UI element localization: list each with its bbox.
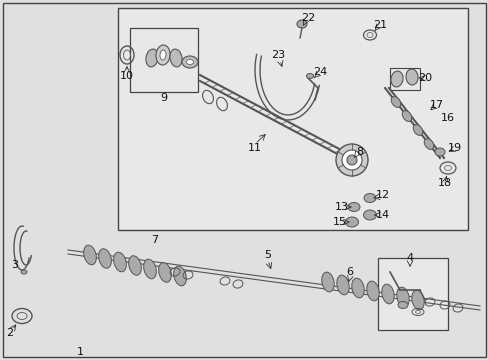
Ellipse shape: [173, 266, 186, 286]
Ellipse shape: [347, 202, 359, 211]
Text: 6: 6: [346, 267, 353, 277]
Ellipse shape: [405, 69, 417, 85]
Ellipse shape: [397, 302, 407, 309]
Ellipse shape: [336, 275, 348, 295]
Ellipse shape: [390, 71, 402, 87]
Ellipse shape: [396, 287, 408, 307]
Text: 15: 15: [332, 217, 346, 227]
Ellipse shape: [21, 270, 27, 274]
Ellipse shape: [381, 284, 393, 304]
Text: 24: 24: [312, 67, 326, 77]
Ellipse shape: [113, 252, 126, 272]
Ellipse shape: [306, 73, 313, 78]
Text: 23: 23: [270, 50, 285, 60]
Text: 22: 22: [300, 13, 314, 23]
Ellipse shape: [341, 150, 361, 170]
Text: 1: 1: [76, 347, 83, 357]
Ellipse shape: [411, 290, 424, 310]
Ellipse shape: [424, 139, 433, 149]
Text: 8: 8: [356, 147, 363, 157]
Ellipse shape: [160, 50, 166, 60]
Text: 21: 21: [372, 20, 386, 30]
Text: 10: 10: [120, 71, 134, 81]
Ellipse shape: [321, 272, 333, 292]
Ellipse shape: [363, 194, 375, 202]
Ellipse shape: [143, 259, 156, 279]
Ellipse shape: [128, 256, 141, 275]
Text: 9: 9: [160, 93, 167, 103]
Text: 12: 12: [375, 190, 389, 200]
Ellipse shape: [363, 210, 376, 220]
Ellipse shape: [145, 49, 158, 67]
Ellipse shape: [351, 278, 364, 298]
Text: 3: 3: [12, 260, 19, 270]
Ellipse shape: [412, 125, 422, 135]
Ellipse shape: [169, 49, 182, 67]
Text: 14: 14: [375, 210, 389, 220]
Ellipse shape: [158, 263, 171, 282]
Text: 19: 19: [447, 143, 461, 153]
Text: 4: 4: [406, 253, 413, 263]
Ellipse shape: [99, 249, 111, 268]
Bar: [118, 8, 467, 230]
Ellipse shape: [345, 217, 358, 227]
Ellipse shape: [186, 59, 193, 64]
Ellipse shape: [156, 45, 170, 65]
Bar: [130, 28, 198, 92]
Text: 20: 20: [417, 73, 431, 83]
Ellipse shape: [366, 281, 379, 301]
Text: 5: 5: [264, 250, 271, 260]
Text: 11: 11: [247, 143, 262, 153]
Text: 18: 18: [437, 178, 451, 188]
Text: 16: 16: [440, 113, 454, 123]
Ellipse shape: [182, 56, 198, 68]
Ellipse shape: [390, 96, 400, 107]
Text: 2: 2: [6, 328, 14, 338]
Bar: [389, 68, 419, 90]
Ellipse shape: [402, 111, 411, 121]
Ellipse shape: [83, 245, 96, 265]
Ellipse shape: [346, 155, 356, 165]
Text: 7: 7: [151, 235, 158, 245]
Bar: [377, 258, 447, 330]
Ellipse shape: [335, 144, 367, 176]
Text: 17: 17: [429, 100, 443, 110]
Ellipse shape: [296, 20, 306, 28]
Ellipse shape: [434, 148, 444, 156]
Text: 13: 13: [334, 202, 348, 212]
